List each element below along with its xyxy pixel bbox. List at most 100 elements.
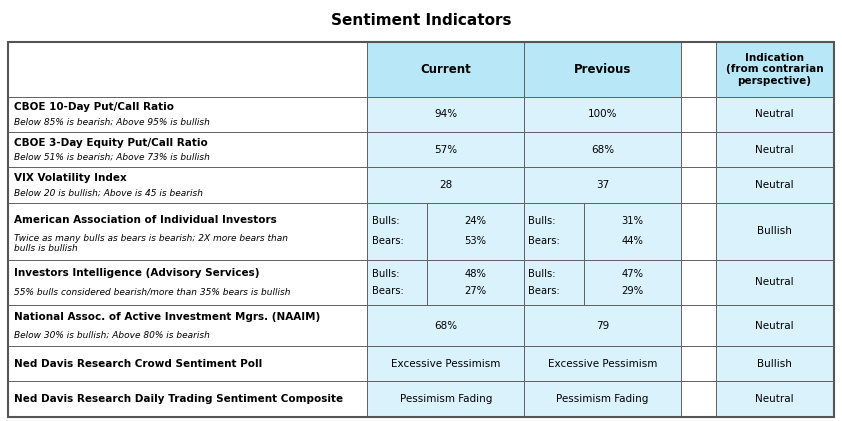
Bar	[8, 381, 367, 417]
Bar	[524, 305, 681, 346]
Text: Neutral: Neutral	[755, 321, 794, 330]
Bar	[524, 203, 584, 260]
Bar	[427, 203, 524, 260]
Bar	[584, 260, 681, 305]
Text: CBOE 3-Day Equity Put/Call Ratio: CBOE 3-Day Equity Put/Call Ratio	[14, 138, 208, 148]
Bar	[367, 305, 524, 346]
Text: Below 20 is bullish; Above is 45 is bearish: Below 20 is bullish; Above is 45 is bear…	[14, 188, 203, 197]
Bar	[524, 97, 681, 132]
Bar	[8, 305, 367, 346]
Text: 53%: 53%	[465, 237, 487, 246]
Text: Ned Davis Research Crowd Sentiment Poll: Ned Davis Research Crowd Sentiment Poll	[14, 359, 263, 369]
Text: Bulls:: Bulls:	[371, 269, 399, 279]
Bar	[367, 381, 524, 417]
Bar	[367, 42, 524, 97]
Bar	[716, 203, 834, 260]
Bar	[681, 305, 716, 346]
Bar	[8, 42, 834, 417]
Bar	[681, 381, 716, 417]
Text: Bulls:: Bulls:	[529, 216, 556, 226]
Text: 31%: 31%	[621, 216, 643, 226]
Text: Bullish: Bullish	[757, 359, 792, 369]
Bar	[716, 132, 834, 168]
Bar	[8, 42, 367, 97]
Text: Bears:: Bears:	[529, 285, 560, 296]
Text: Neutral: Neutral	[755, 394, 794, 404]
Text: 27%: 27%	[465, 285, 487, 296]
Text: 47%: 47%	[621, 269, 643, 279]
Text: Neutral: Neutral	[755, 145, 794, 155]
Text: 37: 37	[596, 180, 609, 190]
Bar	[681, 132, 716, 168]
Bar	[716, 168, 834, 203]
Text: Ned Davis Research Daily Trading Sentiment Composite: Ned Davis Research Daily Trading Sentime…	[14, 394, 344, 404]
Text: American Association of Individual Investors: American Association of Individual Inves…	[14, 215, 277, 225]
Text: Bullish: Bullish	[757, 226, 792, 236]
Bar	[524, 260, 584, 305]
Text: 55% bulls considered bearish/more than 35% bears is bullish: 55% bulls considered bearish/more than 3…	[14, 288, 290, 297]
Text: Bears:: Bears:	[371, 285, 403, 296]
Text: Investors Intelligence (Advisory Services): Investors Intelligence (Advisory Service…	[14, 268, 260, 278]
Text: 79: 79	[596, 321, 609, 330]
Text: 24%: 24%	[465, 216, 487, 226]
Text: Neutral: Neutral	[755, 277, 794, 288]
Bar	[524, 346, 681, 381]
Text: 44%: 44%	[621, 237, 643, 246]
Text: 68%: 68%	[591, 145, 614, 155]
Bar	[716, 346, 834, 381]
Bar	[716, 305, 834, 346]
Text: Bears:: Bears:	[371, 237, 403, 246]
Text: Pessimism Fading: Pessimism Fading	[400, 394, 492, 404]
Bar	[367, 168, 524, 203]
Bar	[8, 203, 367, 260]
Bar	[681, 260, 716, 305]
Text: 57%: 57%	[434, 145, 457, 155]
Bar	[681, 168, 716, 203]
Text: Current: Current	[420, 63, 472, 76]
Bar	[8, 168, 367, 203]
Bar	[8, 132, 367, 168]
Text: Below 85% is bearish; Above 95% is bullish: Below 85% is bearish; Above 95% is bulli…	[14, 118, 210, 127]
Bar	[524, 132, 681, 168]
Text: National Assoc. of Active Investment Mgrs. (NAAIM): National Assoc. of Active Investment Mgr…	[14, 312, 321, 322]
Bar	[367, 203, 427, 260]
Bar	[681, 42, 716, 97]
Text: 100%: 100%	[588, 109, 617, 120]
Bar	[8, 260, 367, 305]
Text: Previous: Previous	[574, 63, 632, 76]
Bar	[716, 381, 834, 417]
Bar	[716, 260, 834, 305]
Text: VIX Volatility Index: VIX Volatility Index	[14, 173, 127, 183]
Text: Twice as many bulls as bears is bearish; 2X more bears than
bulls is bullish: Twice as many bulls as bears is bearish;…	[14, 234, 288, 253]
Bar	[716, 42, 834, 97]
Text: Indication
(from contrarian
perspective): Indication (from contrarian perspective)	[726, 53, 823, 86]
Text: Bears:: Bears:	[529, 237, 560, 246]
Bar	[524, 42, 681, 97]
Text: 29%: 29%	[621, 285, 643, 296]
Text: 68%: 68%	[434, 321, 457, 330]
Bar	[716, 97, 834, 132]
Bar	[681, 203, 716, 260]
Text: Neutral: Neutral	[755, 109, 794, 120]
Text: Below 30% is bullish; Above 80% is bearish: Below 30% is bullish; Above 80% is beari…	[14, 330, 210, 339]
Text: Excessive Pessimism: Excessive Pessimism	[548, 359, 658, 369]
Bar	[524, 168, 681, 203]
Text: Excessive Pessimism: Excessive Pessimism	[391, 359, 500, 369]
Bar	[524, 381, 681, 417]
Bar	[681, 346, 716, 381]
Text: Bulls:: Bulls:	[529, 269, 556, 279]
Text: Sentiment Indicators: Sentiment Indicators	[331, 13, 511, 28]
Text: 28: 28	[440, 180, 452, 190]
Text: 94%: 94%	[434, 109, 457, 120]
Text: 48%: 48%	[465, 269, 487, 279]
Bar	[367, 97, 524, 132]
Bar	[367, 346, 524, 381]
Bar	[8, 346, 367, 381]
Bar	[367, 132, 524, 168]
Bar	[681, 97, 716, 132]
Bar	[8, 97, 367, 132]
Text: Below 51% is bearish; Above 73% is bullish: Below 51% is bearish; Above 73% is bulli…	[14, 153, 210, 162]
Bar	[584, 203, 681, 260]
Bar	[427, 260, 524, 305]
Text: Neutral: Neutral	[755, 180, 794, 190]
